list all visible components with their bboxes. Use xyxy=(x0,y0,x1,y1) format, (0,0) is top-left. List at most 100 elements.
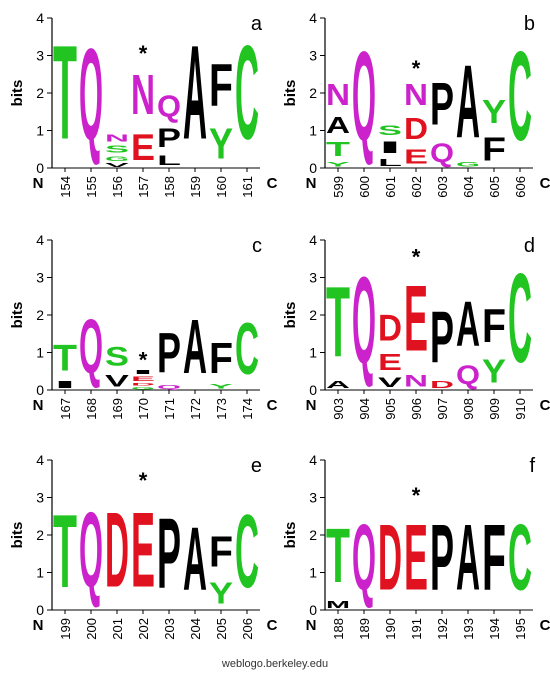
logo-letter-D: D xyxy=(378,504,402,609)
logo-letter-D: D xyxy=(404,111,428,145)
logo-letter-Q: Q xyxy=(430,139,454,169)
logo-letter-Q: Q xyxy=(79,490,103,610)
n-terminus-label: N xyxy=(33,617,44,634)
logo-letter-P: P xyxy=(157,497,181,609)
logo-letter-C: C xyxy=(235,494,259,610)
position-label: 907 xyxy=(435,398,450,420)
position-label: 908 xyxy=(461,398,476,420)
position-label: 206 xyxy=(240,618,255,640)
logo-letter-D: D xyxy=(378,308,402,349)
logo-letter-F: F xyxy=(482,506,506,610)
logo-letter-A: A xyxy=(326,379,350,390)
logo-letter-T: T xyxy=(326,267,350,379)
y-tick-label: 1 xyxy=(36,345,44,361)
position-label: 199 xyxy=(58,618,73,640)
logo-letter-E: E xyxy=(404,267,428,371)
weblogo-credit: weblogo.berkeley.edu xyxy=(221,658,329,670)
y-tick-label: 2 xyxy=(36,85,44,101)
c-terminus-label: C xyxy=(267,617,278,634)
logo-letter-A: A xyxy=(183,509,207,610)
position-label: 601 xyxy=(383,176,398,198)
position-label: 169 xyxy=(110,398,125,420)
position-label: 909 xyxy=(487,398,502,420)
logo-letter-Y: Y xyxy=(482,94,506,131)
position-label: 603 xyxy=(435,176,450,198)
logo-panel-e: 0 1 2 3 4 bits N Ce 199 T 200 Q 201 D 202 E* 203 P 204 A 205… xyxy=(9,452,278,640)
position-label: 910 xyxy=(513,398,528,420)
position-label: 160 xyxy=(214,176,229,198)
position-label: 161 xyxy=(240,176,255,198)
position-label: 173 xyxy=(214,398,229,420)
n-terminus-label: N xyxy=(306,617,317,634)
position-label: 600 xyxy=(357,176,372,198)
logo-letter-Y: Y xyxy=(209,383,233,390)
position-label: 155 xyxy=(84,176,99,198)
y-tick-label: 1 xyxy=(36,565,44,581)
position-label: 158 xyxy=(162,176,177,198)
logo-letter-T: T xyxy=(53,18,77,167)
panel-letter: f xyxy=(529,455,535,477)
logo-letter-E: E xyxy=(131,375,155,382)
y-tick-label: 3 xyxy=(36,48,44,64)
logo-letter-Q: Q xyxy=(157,90,181,124)
position-label: 201 xyxy=(110,618,125,640)
y-tick-label: 0 xyxy=(36,160,44,176)
logo-letter-Y: Y xyxy=(209,120,233,168)
logo-letter-S: S xyxy=(105,144,129,155)
y-axis-label: bits xyxy=(9,80,26,107)
logo-letter-P: P xyxy=(430,506,454,610)
y-tick-label: 2 xyxy=(36,307,44,323)
logo-letter-A: A xyxy=(183,18,207,168)
position-label: 190 xyxy=(383,618,398,640)
position-label: 604 xyxy=(461,176,476,198)
logo-letter-F: F xyxy=(482,301,506,353)
y-tick-label: 1 xyxy=(36,123,44,139)
position-label: 906 xyxy=(409,398,424,420)
logo-panel-f: 0 1 2 3 4 bits N Cf 188 MT 189 Q 190 D 191 E* 192 P 193 A 19… xyxy=(282,452,550,640)
position-label: 606 xyxy=(513,176,528,198)
panel-letter: c xyxy=(252,235,262,257)
logo-letter-N: N xyxy=(404,371,428,390)
position-label: 599 xyxy=(331,176,346,198)
logo-letter-C: C xyxy=(508,25,532,167)
logo-letter-V: V xyxy=(378,375,402,390)
logo-letter-T: T xyxy=(53,339,77,380)
position-label: 156 xyxy=(110,176,125,198)
y-tick-label: 2 xyxy=(309,527,317,543)
y-tick-label: 4 xyxy=(309,452,317,468)
logo-letter-C: C xyxy=(235,18,259,168)
panel-letter: d xyxy=(524,235,535,257)
position-label: 905 xyxy=(383,398,398,420)
c-terminus-label: C xyxy=(267,397,278,414)
position-label: 202 xyxy=(136,618,151,640)
logo-letter-D: D xyxy=(105,489,129,609)
logo-letter-V: V xyxy=(105,163,129,168)
y-tick-label: 3 xyxy=(309,490,317,506)
y-tick-label: 0 xyxy=(309,382,317,398)
panel-letter: e xyxy=(251,455,262,477)
logo-letter-D: D xyxy=(131,383,155,387)
logo-letter-F: F xyxy=(482,130,506,168)
logo-letter-E: E xyxy=(131,490,155,609)
logo-letter-I: I xyxy=(131,369,155,375)
logo-letter-Q: Q xyxy=(456,361,480,391)
y-tick-label: 3 xyxy=(309,48,317,64)
position-label: 188 xyxy=(331,618,346,640)
logo-letter-T: T xyxy=(326,138,350,161)
position-label: 157 xyxy=(136,176,151,198)
y-tick-label: 2 xyxy=(309,85,317,101)
position-label: 191 xyxy=(409,618,424,640)
logo-letter-P: P xyxy=(430,70,454,138)
position-label: 203 xyxy=(162,618,177,640)
logo-letter-Q: Q xyxy=(352,25,376,168)
significance-asterisk: * xyxy=(412,56,421,81)
position-label: 159 xyxy=(188,176,203,198)
position-label: 204 xyxy=(188,618,203,640)
logo-letter-M: M xyxy=(326,598,350,610)
logo-letter-F: F xyxy=(209,333,233,382)
c-terminus-label: C xyxy=(540,397,550,414)
logo-letter-S: S xyxy=(105,341,129,371)
y-tick-label: 0 xyxy=(36,602,44,618)
